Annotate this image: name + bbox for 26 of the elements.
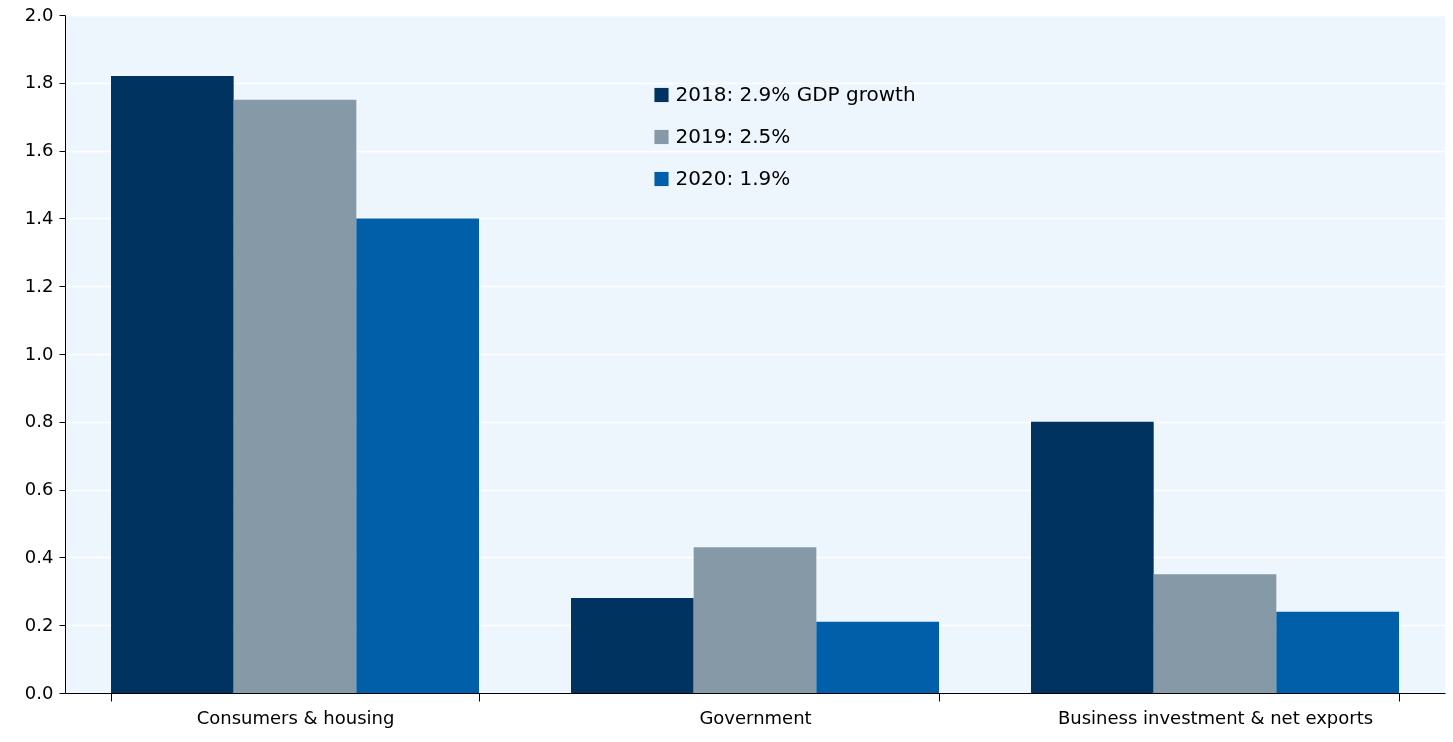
y-tick-label: 1.6 [24, 139, 54, 161]
bar [1276, 611, 1399, 693]
bar [1031, 421, 1154, 693]
y-tick-label: 2.0 [24, 3, 54, 25]
x-tick-label: Government [699, 706, 812, 728]
legend-label: 2019: 2.5% [675, 124, 791, 148]
y-tick-label: 0.0 [24, 681, 54, 703]
bar [571, 598, 694, 693]
bar [816, 621, 939, 693]
x-tick-label: Business investment & net exports [1057, 706, 1374, 728]
bar [111, 76, 234, 693]
y-tick-label: 1.2 [24, 274, 54, 296]
y-tick-label: 1.0 [24, 342, 54, 364]
y-tick-label: 1.4 [24, 206, 54, 228]
bar [1153, 574, 1277, 693]
y-tick-label: 0.6 [24, 478, 54, 500]
legend-label: 2018: 2.9% GDP growth [675, 82, 916, 106]
x-tick-label: Consumers & housing [196, 706, 395, 728]
bar [233, 99, 357, 693]
y-tick-label: 1.8 [24, 71, 54, 93]
legend-label: 2020: 1.9% [675, 166, 791, 190]
y-tick-label: 0.2 [24, 613, 54, 635]
bar [693, 547, 817, 693]
y-tick-label: 0.8 [24, 410, 54, 432]
y-tick-label: 0.4 [24, 545, 54, 567]
bar [356, 218, 479, 693]
